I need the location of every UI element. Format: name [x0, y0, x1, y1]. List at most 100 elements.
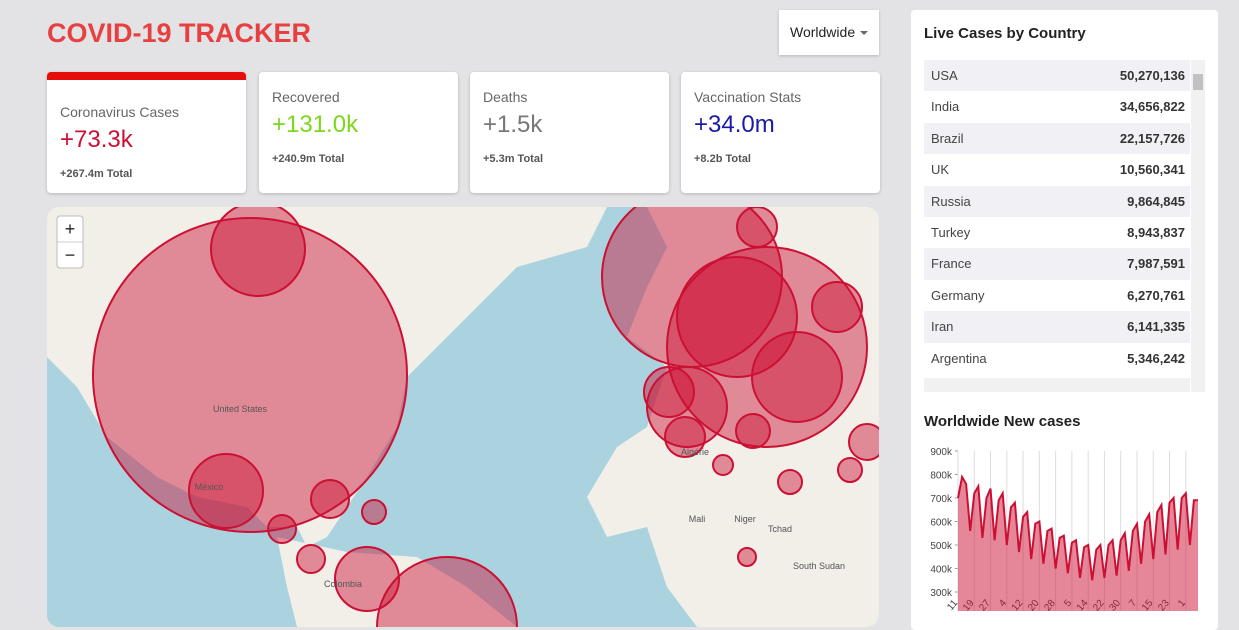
table-row: France 7,987,591: [924, 248, 1190, 280]
zoom-in[interactable]: +: [65, 219, 76, 239]
table-row: Iran 6,141,335: [924, 311, 1190, 343]
table-row: Germany 6,270,761: [924, 279, 1190, 312]
zoom-out[interactable]: −: [65, 245, 76, 265]
stat-card[interactable]: Deaths +1.5k +5.3m Total: [470, 72, 669, 193]
country-cases: 7,987,591: [1127, 256, 1185, 272]
case-circles: [92, 207, 879, 627]
chart: Worldwide New cases 300k 400k 500k 600k 700k…: [924, 413, 1198, 611]
app-title: COVID-19 TRACKER: [47, 18, 312, 48]
case-circle: [188, 453, 264, 529]
country-cases: 6,141,335: [1127, 319, 1185, 335]
case-circle: [664, 416, 706, 458]
scroll-thumb: [1193, 74, 1203, 90]
chart-title: Worldwide New cases: [924, 413, 1080, 430]
card-title: Deaths: [483, 89, 528, 105]
country-name: India: [931, 99, 960, 115]
country-cases: 22,157,726: [1119, 130, 1185, 146]
country-dropdown[interactable]: Worldwide: [779, 10, 879, 55]
country-name: Iran: [931, 319, 954, 335]
country-name: Turkey: [931, 225, 971, 240]
country-cases: 9,864,845: [1127, 193, 1185, 209]
country-name: USA: [931, 68, 958, 83]
case-circle: [666, 246, 868, 448]
table-title: Live Cases by Country: [924, 25, 1086, 42]
map-label: México: [195, 482, 224, 492]
card-title: Recovered: [272, 89, 340, 105]
stat-card[interactable]: Vaccination Stats +34.0m +8.2b Total: [681, 72, 880, 193]
case-circle: [361, 499, 387, 525]
country-name: France: [931, 256, 972, 272]
case-circle: [837, 457, 863, 483]
line: [957, 474, 1198, 581]
case-circle: [736, 207, 778, 248]
country-name: Germany: [931, 287, 985, 303]
card-total: +267.4m Total: [60, 168, 133, 180]
y-tick-label: 400k: [930, 565, 953, 576]
case-circle: [376, 556, 518, 627]
stat-card[interactable]: Recovered +131.0k +240.9m Total: [259, 72, 458, 193]
case-circle: [310, 479, 350, 519]
case-circle: [751, 331, 843, 423]
map-label: South Sudan: [793, 561, 845, 571]
country-cases: 5,346,242: [1127, 350, 1185, 366]
map[interactable]: + − United States México Colombia Algérie Ma…: [47, 207, 879, 627]
y-tick-label: 800k: [930, 471, 953, 482]
case-circle: [643, 366, 695, 418]
y-tick-label: 900k: [930, 447, 953, 458]
table-row: USA 50,270,136: [924, 60, 1190, 92]
europe-africa: [587, 207, 879, 627]
table-row: UK 10,560,341: [924, 154, 1190, 186]
y-tick-label: 300k: [930, 588, 953, 599]
case-circle: [712, 454, 734, 476]
case-circle: [848, 423, 879, 461]
map-labels: United States México Colombia Algérie Mali Ni…: [195, 404, 845, 589]
case-circle: [92, 217, 408, 533]
table-row: Turkey 8,943,837: [924, 217, 1190, 249]
country-name: Argentina: [931, 350, 987, 366]
map-label: Mali: [689, 514, 706, 524]
y-tick-label: 600k: [930, 518, 953, 529]
h-scrollbar[interactable]: [924, 378, 1190, 392]
country-cases: 50,270,136: [1119, 68, 1185, 83]
case-circle: [267, 514, 297, 544]
table-row: Russia 9,864,845: [924, 185, 1190, 217]
y-tick-label: 700k: [930, 494, 953, 505]
card-cases: +73.3k: [60, 126, 133, 153]
country-name: Russia: [931, 193, 971, 209]
zoom-control: + −: [56, 215, 84, 269]
card-title: Coronavirus Cases: [60, 104, 180, 120]
map-label: Tchad: [768, 524, 792, 534]
case-circle: [296, 544, 326, 574]
country-cases: 8,943,837: [1127, 225, 1185, 240]
card-cases: +1.5k: [483, 111, 543, 138]
scrollbar[interactable]: [1191, 60, 1205, 392]
caret: [860, 31, 868, 39]
map-label: Niger: [734, 514, 756, 524]
stat-card[interactable]: Coronavirus Cases +73.3k +267.4m Total: [47, 72, 246, 193]
south-america: [277, 537, 517, 627]
case-circle: [737, 547, 757, 567]
table-row: Argentina 5,346,242: [924, 342, 1190, 374]
case-circle: [811, 281, 863, 333]
card-title: Vaccination Stats: [694, 89, 802, 105]
card-total: +240.9m Total: [272, 153, 345, 165]
case-circle: [210, 207, 306, 297]
card-cases: +131.0k: [272, 111, 359, 138]
case-circle: [777, 469, 803, 495]
table-row: India 34,656,822: [924, 91, 1190, 123]
country-cases: 10,560,341: [1119, 162, 1185, 178]
map-label: Algérie: [681, 447, 709, 457]
north-america: [47, 207, 607, 547]
case-circle: [735, 413, 771, 449]
country-name: UK: [931, 162, 950, 178]
map-label: Colombia: [324, 579, 362, 589]
area: [958, 476, 1198, 611]
dropdown-label: Worldwide: [790, 24, 856, 40]
table-row: Brazil 22,157,726: [924, 122, 1190, 155]
card-cases: +34.0m: [694, 111, 775, 138]
card-total: +5.3m Total: [483, 153, 544, 165]
y-tick-label: 500k: [930, 541, 953, 552]
page: COVID-19 TRACKER Worldwide Coronavirus C…: [47, 10, 1218, 630]
country-name: Brazil: [931, 130, 964, 146]
country-cases: 34,656,822: [1119, 99, 1185, 115]
